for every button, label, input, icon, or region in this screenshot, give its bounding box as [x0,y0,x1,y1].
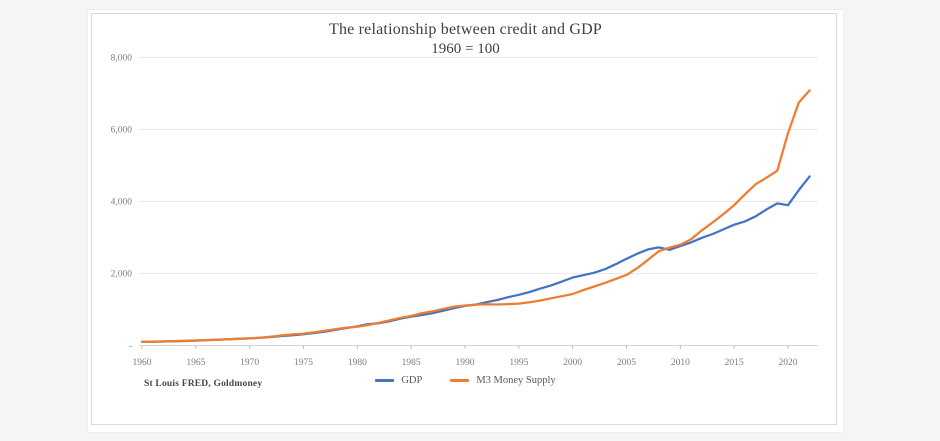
line-chart-plot-area: - 2,000 4,000 6,000 8,000 1960 1965 1970 1975 198… [111,54,818,368]
x-axis-tick-label: 1985 [402,358,421,368]
legend-label-m3: M3 Money Supply [476,375,556,386]
chart-subtitle: 1960 = 100 [431,41,500,57]
y-axis-tick-label: 8,000 [111,54,133,64]
x-axis-tick-label: 2020 [779,358,798,368]
x-axis-tick-label: 2015 [725,358,744,368]
x-axis-tick-label: 2000 [563,358,582,368]
x-axis-tick-label: 1990 [456,358,475,368]
x-axis-tick-label: 1995 [509,358,528,368]
chart-card: The relationship between credit and GDP … [88,10,843,432]
chart-legend: GDP M3 Money Supply [88,375,843,386]
x-axis-tick-label: 1970 [240,358,259,368]
x-axis-tick-label: 1965 [186,358,205,368]
y-axis-tick-label: 4,000 [111,198,133,208]
gdp-line-swatch-icon [375,379,395,382]
y-axis-tick-label: 2,000 [111,270,133,280]
source-attribution: St Louis FRED, Goldmoney [144,379,263,389]
legend-item-m3: M3 Money Supply [450,375,556,386]
y-axis-tick-label: - [129,342,132,352]
series-line-m3-money-supply [140,89,811,344]
y-axis-tick-label: 6,000 [111,126,133,136]
x-axis-tick-label: 2010 [671,358,690,368]
x-axis-tick-label: 1975 [294,358,313,368]
legend-item-gdp: GDP [375,375,422,386]
chart-title: The relationship between credit and GDP [328,21,603,38]
legend-label-gdp: GDP [401,375,423,386]
m3-line-swatch-icon [450,379,470,382]
x-axis-tick-label: 1960 [133,358,152,368]
chart-frame-border [91,13,837,425]
x-axis-tick-label: 1980 [348,358,367,368]
x-axis-tick-label: 2005 [617,358,636,368]
